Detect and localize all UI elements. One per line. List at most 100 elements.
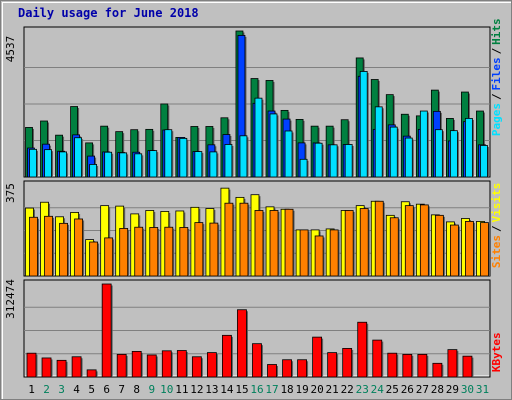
day-label: 23 [356, 383, 369, 396]
bar-sites [419, 204, 429, 277]
bar-sites [480, 222, 489, 277]
bar-sites [450, 224, 459, 277]
bar-pages [269, 113, 278, 178]
ymax-label-visits: 375 [4, 183, 17, 203]
day-label: 22 [341, 383, 354, 396]
bar-sites [194, 222, 204, 277]
bar-pages [344, 144, 353, 178]
bar-kbytes [342, 348, 353, 378]
bar-kbytes [101, 283, 112, 378]
bar-sites [164, 226, 174, 277]
bar-sites [374, 200, 384, 277]
bar-pages [284, 130, 293, 178]
bar-kbytes [146, 354, 157, 378]
bar-sites [254, 210, 264, 277]
legend-hits: Hits [490, 18, 503, 44]
bar-sites [104, 237, 114, 277]
bar-kbytes [116, 353, 127, 378]
bar-pages [119, 152, 128, 178]
bar-sites [89, 241, 99, 277]
day-label: 20 [311, 383, 324, 396]
bar-pages [419, 110, 428, 178]
bar-sites [329, 229, 339, 277]
day-label: 28 [431, 383, 444, 396]
day-label: 24 [371, 383, 385, 396]
bar-kbytes [282, 359, 292, 378]
bar-kbytes [417, 353, 428, 378]
day-label: 27 [416, 383, 429, 396]
bar-kbytes [447, 349, 458, 378]
bar-kbytes [297, 359, 307, 378]
day-label: 3 [58, 383, 65, 396]
bar-pages [359, 71, 368, 178]
bar-pages [209, 151, 218, 178]
day-label: 2 [43, 383, 50, 396]
day-label: 14 [220, 383, 234, 396]
bar-pages [314, 142, 323, 178]
bars-layer [25, 30, 490, 378]
day-label: 11 [175, 383, 188, 396]
day-label: 19 [295, 383, 308, 396]
bar-pages [179, 137, 188, 178]
chart-title: Daily usage for June 2018 [18, 6, 199, 20]
bar-kbytes [56, 359, 67, 378]
day-label: 12 [190, 383, 203, 396]
bar-kbytes [402, 353, 413, 378]
bar-sites [344, 210, 354, 277]
bar-kbytes [206, 352, 217, 378]
day-label: 7 [118, 383, 125, 396]
bar-kbytes [131, 351, 142, 378]
legend-sep: / [490, 93, 503, 100]
bar-kbytes [41, 357, 52, 378]
bar-pages [104, 151, 113, 178]
bar-sites [269, 210, 279, 277]
bar-kbytes [252, 343, 262, 378]
bar-sites [59, 222, 68, 277]
bar-pages [149, 150, 158, 178]
legend-visits: Visits [490, 183, 503, 223]
legend-sites: Sites [490, 235, 503, 268]
bar-kbytes [462, 355, 473, 378]
bar-pages [299, 158, 308, 178]
day-label: 17 [265, 383, 278, 396]
bar-pages [389, 126, 398, 178]
bar-kbytes [26, 352, 37, 378]
legend-sep: / [490, 225, 503, 232]
bar-kbytes [267, 364, 277, 378]
bar-kbytes [176, 350, 187, 378]
bar-pages [254, 97, 263, 178]
day-label: 30 [461, 383, 474, 396]
legend-sep: / [490, 47, 503, 54]
bar-pages [434, 129, 443, 178]
bar-sites [239, 202, 249, 277]
bar-sites [404, 205, 414, 277]
bar-kbytes [312, 336, 323, 378]
ymax-label-kbytes: 312474 [4, 279, 17, 319]
day-label: 9 [148, 383, 155, 396]
day-label: 10 [160, 383, 173, 396]
bar-sites [359, 208, 369, 277]
bar-pages [74, 137, 82, 178]
bar-kbytes [432, 362, 443, 378]
bar-pages [134, 153, 143, 178]
bar-pages [239, 135, 248, 178]
ymax-label-hits: 4537 [4, 36, 17, 63]
bar-sites [179, 227, 189, 277]
bar-sites [314, 235, 324, 277]
day-label: 4 [73, 383, 80, 396]
bar-kbytes [357, 321, 368, 378]
bar-sites [224, 202, 234, 277]
day-label: 31 [476, 383, 489, 396]
bar-pages [89, 164, 98, 178]
bar-sites [74, 218, 83, 277]
day-label: 13 [205, 383, 218, 396]
legend-files: Files [490, 57, 503, 90]
day-label: 8 [133, 383, 140, 396]
bar-pages [164, 129, 173, 178]
bar-kbytes [161, 350, 172, 378]
bar-kbytes [327, 352, 338, 378]
day-label: 21 [326, 383, 339, 396]
day-label: 5 [88, 383, 95, 396]
